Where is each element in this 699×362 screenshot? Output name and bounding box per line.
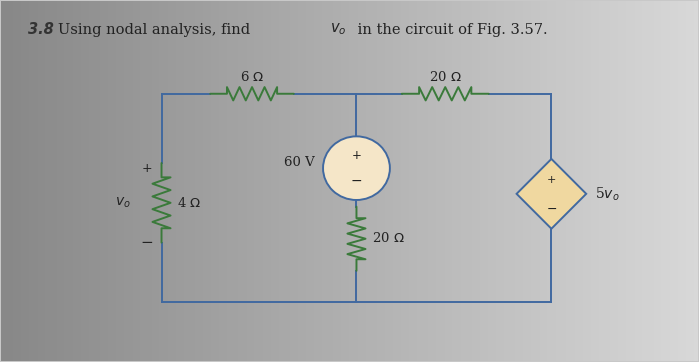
Text: $+$: $+$	[351, 149, 362, 162]
Text: $v_o$: $v_o$	[115, 195, 131, 210]
Text: 6 $\Omega$: 6 $\Omega$	[240, 70, 264, 84]
Text: $+$: $+$	[140, 162, 152, 175]
Text: $v_o$: $v_o$	[330, 22, 347, 37]
Text: in the circuit of Fig. 3.57.: in the circuit of Fig. 3.57.	[353, 22, 547, 37]
Text: Using nodal analysis, find: Using nodal analysis, find	[59, 22, 255, 37]
Text: 3.8: 3.8	[28, 22, 54, 37]
Text: 5$v_o$: 5$v_o$	[595, 185, 619, 202]
Text: $-$: $-$	[140, 232, 153, 248]
Text: $+$: $+$	[547, 174, 556, 185]
Ellipse shape	[323, 136, 390, 200]
Text: $-$: $-$	[546, 202, 557, 215]
Text: 60 V: 60 V	[284, 156, 315, 169]
Text: 4 $\Omega$: 4 $\Omega$	[177, 195, 201, 210]
Text: 20 $\Omega$: 20 $\Omega$	[429, 70, 462, 84]
Text: $-$: $-$	[350, 172, 363, 186]
Polygon shape	[517, 159, 586, 229]
Text: 20 $\Omega$: 20 $\Omega$	[372, 231, 405, 245]
